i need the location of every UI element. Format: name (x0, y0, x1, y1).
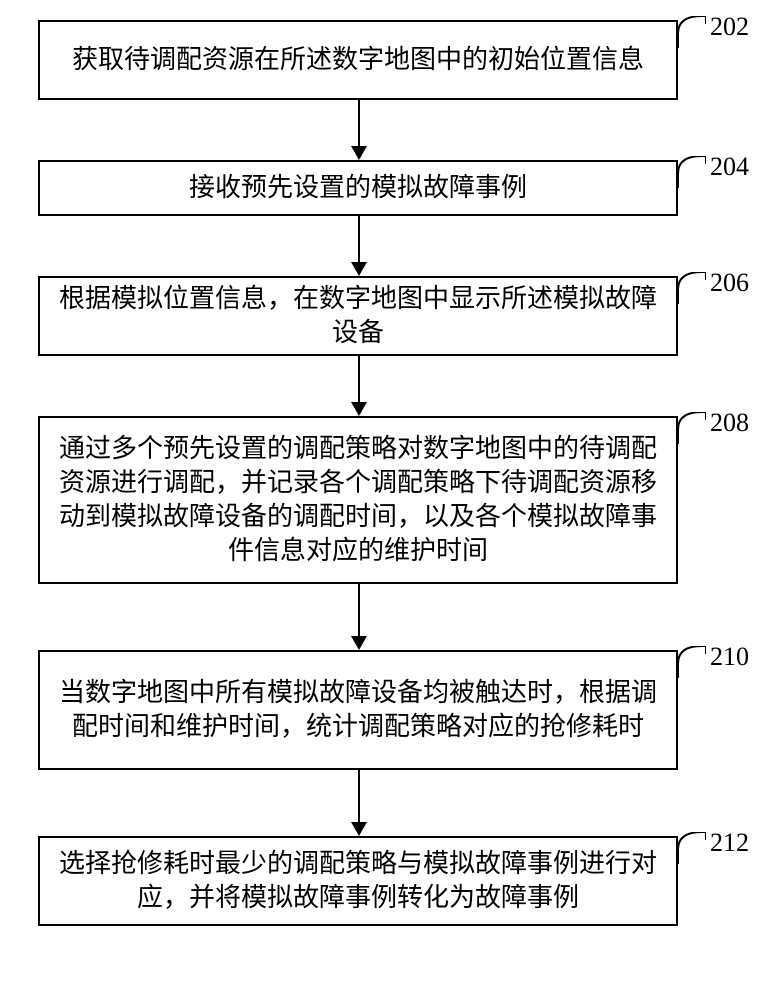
step-text: 通过多个预先设置的调配策略对数字地图中的待调配资源进行调配，并记录各个调配策略下… (52, 432, 664, 567)
arrow-line (358, 216, 360, 262)
step-text: 选择抢修耗时最少的调配策略与模拟故障事例进行对应，并将模拟故障事例转化为故障事例 (52, 847, 664, 915)
arrow-line (358, 100, 360, 146)
step-text: 根据模拟位置信息，在数字地图中显示所述模拟故障设备 (52, 282, 664, 350)
step-label-204: 204 (710, 152, 749, 182)
arrow-line (358, 770, 360, 822)
step-label-206: 206 (710, 268, 749, 298)
step-label-210: 210 (710, 642, 749, 672)
step-box-204: 接收预先设置的模拟故障事例 (38, 160, 678, 216)
step-label-208: 208 (710, 408, 749, 438)
arrow-head-icon (351, 636, 367, 650)
step-bracket (678, 272, 706, 304)
step-box-212: 选择抢修耗时最少的调配策略与模拟故障事例进行对应，并将模拟故障事例转化为故障事例 (38, 836, 678, 926)
step-text: 获取待调配资源在所述数字地图中的初始位置信息 (72, 43, 644, 77)
arrow-line (358, 356, 360, 402)
step-box-206: 根据模拟位置信息，在数字地图中显示所述模拟故障设备 (38, 276, 678, 356)
step-box-208: 通过多个预先设置的调配策略对数字地图中的待调配资源进行调配，并记录各个调配策略下… (38, 416, 678, 584)
step-box-202: 获取待调配资源在所述数字地图中的初始位置信息 (38, 20, 678, 100)
step-bracket (678, 646, 706, 678)
arrow-line (358, 584, 360, 636)
step-text: 接收预先设置的模拟故障事例 (189, 171, 527, 205)
step-label-202: 202 (710, 12, 749, 42)
arrow-head-icon (351, 146, 367, 160)
step-bracket (678, 832, 706, 864)
arrow-head-icon (351, 262, 367, 276)
step-text: 当数字地图中所有模拟故障设备均被触达时，根据调配时间和维护时间，统计调配策略对应… (52, 676, 664, 744)
step-bracket (678, 412, 706, 444)
step-label-212: 212 (710, 828, 749, 858)
step-bracket (678, 156, 706, 188)
step-box-210: 当数字地图中所有模拟故障设备均被触达时，根据调配时间和维护时间，统计调配策略对应… (38, 650, 678, 770)
arrow-head-icon (351, 402, 367, 416)
arrow-head-icon (351, 822, 367, 836)
step-bracket (678, 16, 706, 48)
flowchart-canvas: 获取待调配资源在所述数字地图中的初始位置信息 202 接收预先设置的模拟故障事例 20… (0, 0, 771, 1000)
